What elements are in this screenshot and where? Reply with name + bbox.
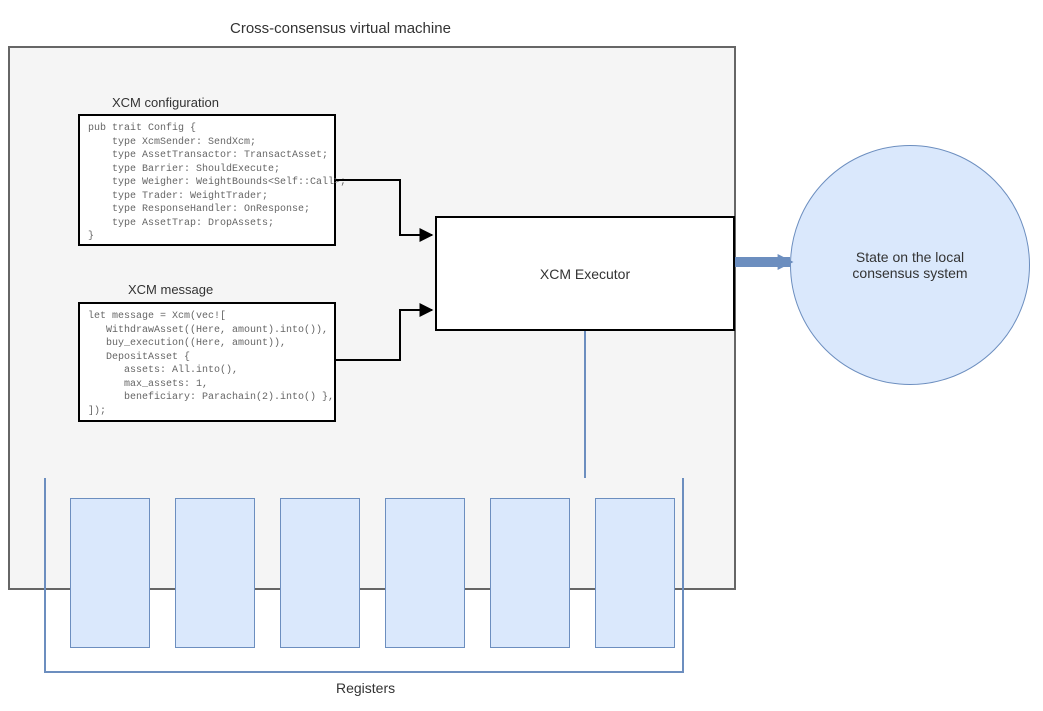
register-cell xyxy=(70,498,150,648)
register-cell xyxy=(175,498,255,648)
config-code-box: pub trait Config { type XcmSender: SendX… xyxy=(78,114,336,246)
message-title: XCM message xyxy=(128,282,213,297)
register-cell xyxy=(280,498,360,648)
diagram-canvas: Cross-consensus virtual machine XCM conf… xyxy=(0,0,1043,711)
message-code-box: let message = Xcm(vec![ WithdrawAsset((H… xyxy=(78,302,336,422)
config-title: XCM configuration xyxy=(112,95,219,110)
register-cell xyxy=(595,498,675,648)
registers-label: Registers xyxy=(336,680,395,696)
state-label: State on the local consensus system xyxy=(821,249,999,281)
executor-label: XCM Executor xyxy=(540,266,630,282)
state-circle: State on the local consensus system xyxy=(790,145,1030,385)
executor-box: XCM Executor xyxy=(435,216,735,331)
register-cell xyxy=(385,498,465,648)
vm-title: Cross-consensus virtual machine xyxy=(230,20,451,37)
register-cell xyxy=(490,498,570,648)
